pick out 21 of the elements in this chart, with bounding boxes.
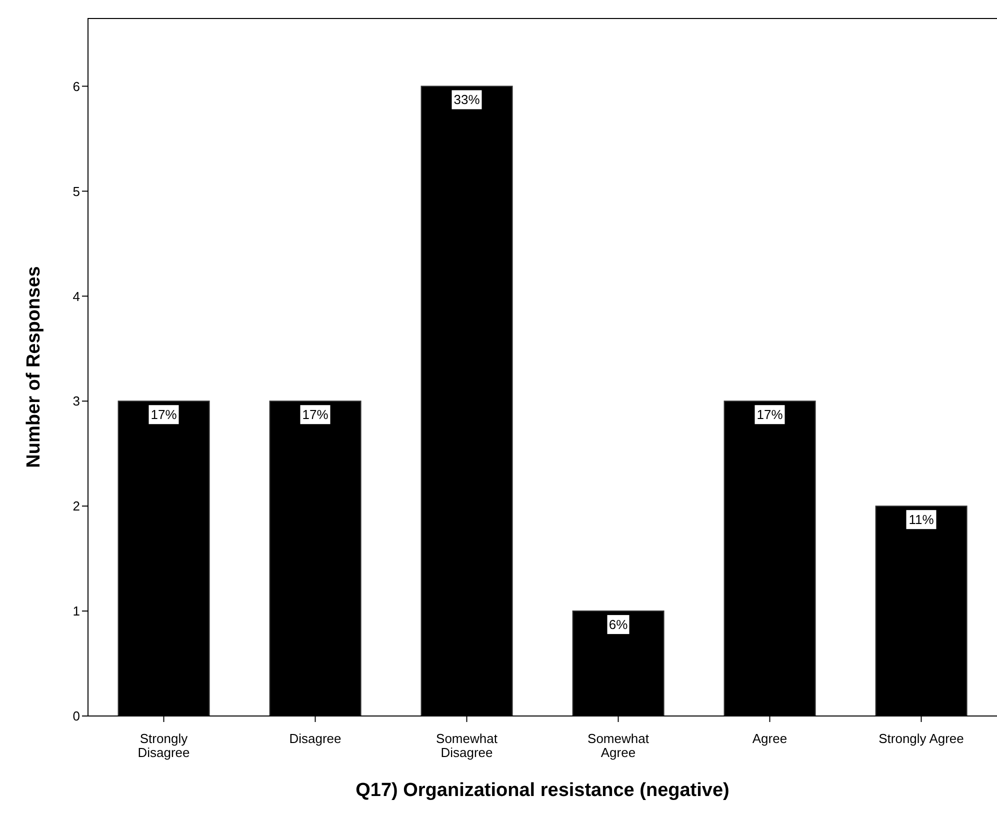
x-tick-label: Agree [752,731,788,746]
annotation: 17% [302,407,329,422]
annotation: 11% [908,512,934,528]
y-tick-label: 4 [72,288,80,304]
x-tick-label: Strongly Disagree [138,731,190,760]
y-tick-label: 2 [72,498,80,514]
annotation: 17% [150,407,178,422]
y-tick-label: 5 [72,184,80,199]
annotation: 17% [756,407,784,422]
annotation: 33% [454,92,480,108]
y-tick-label: 0 [72,708,80,724]
y-tick-label: 6 [72,78,80,94]
x-tick-label: Somewhat Disagree [436,731,498,760]
y-tick-label: 1 [72,604,80,619]
x-tick-label: Disagree [289,731,342,746]
x-tick-label: Somewhat Agree [588,731,650,760]
x-axis-title: Q17) Organizational resistance (negative) [356,780,730,801]
y-axis-title: Number of Responses [24,266,45,468]
annotation: 6% [608,617,628,632]
y-tick-label: 3 [72,394,80,409]
x-tick-label: Strongly Agree [878,731,964,746]
